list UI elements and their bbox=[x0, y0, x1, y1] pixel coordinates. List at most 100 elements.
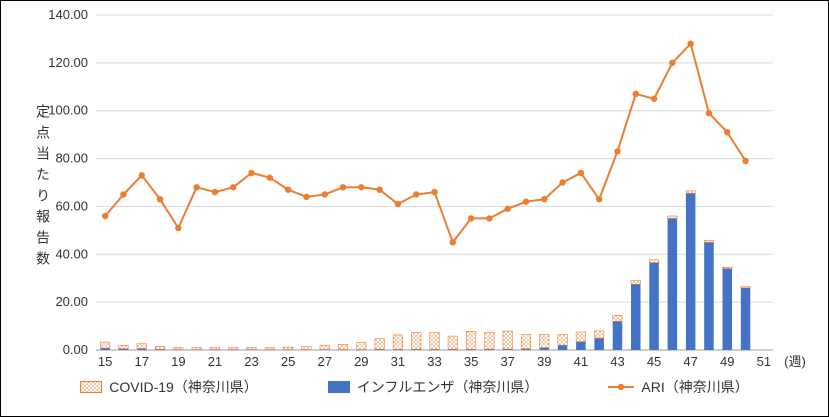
x-tick-label: 23 bbox=[244, 354, 258, 369]
covid-bar bbox=[264, 347, 275, 350]
influenza-bar bbox=[576, 341, 586, 350]
influenza-bar bbox=[557, 345, 568, 350]
ari-marker bbox=[724, 129, 731, 136]
ari-marker bbox=[449, 239, 456, 246]
covid-bar bbox=[539, 334, 550, 348]
influenza-bar bbox=[521, 348, 531, 350]
covid-bar bbox=[356, 342, 367, 350]
influenza-bar bbox=[429, 349, 440, 350]
ari-marker bbox=[211, 188, 219, 196]
ari-marker bbox=[486, 215, 493, 222]
covid-swatch-icon bbox=[80, 381, 103, 393]
y-axis-title: 定点当たり報告数 bbox=[35, 104, 51, 272]
covid-bar bbox=[392, 334, 403, 350]
ari-marker bbox=[138, 172, 145, 179]
influenza-bar bbox=[374, 349, 385, 350]
covid-bar bbox=[337, 343, 349, 350]
ari-marker bbox=[101, 212, 109, 220]
y-tick-label: 120.00 bbox=[48, 55, 88, 70]
y-tick-label: 140.00 bbox=[48, 7, 88, 22]
ari-line bbox=[104, 42, 747, 244]
covid-bar bbox=[100, 341, 111, 349]
ari-marker bbox=[175, 224, 182, 232]
influenza-bar bbox=[100, 348, 110, 350]
influenza-bar bbox=[631, 284, 641, 350]
covid-bar bbox=[429, 332, 440, 350]
influenza-bar bbox=[704, 242, 714, 350]
ari-marker bbox=[358, 184, 365, 191]
covid-bar bbox=[209, 347, 220, 350]
x-tick-label: 33 bbox=[427, 354, 441, 369]
covid-bar bbox=[319, 344, 330, 350]
ari-marker bbox=[650, 95, 658, 102]
ari-marker bbox=[522, 198, 530, 205]
x-tick-label: 45 bbox=[647, 354, 661, 369]
covid-bar bbox=[301, 346, 312, 350]
x-tick-label: 27 bbox=[317, 354, 331, 369]
covid-bar bbox=[447, 335, 458, 350]
influenza-bar bbox=[411, 349, 421, 350]
ari-marker bbox=[669, 59, 676, 67]
ari-marker bbox=[321, 191, 328, 198]
ari-marker bbox=[595, 196, 603, 203]
ari-marker bbox=[431, 188, 438, 196]
ari-marker bbox=[577, 169, 585, 177]
influenza-bar bbox=[539, 347, 550, 350]
x-tick-label: 15 bbox=[98, 354, 112, 369]
covid-bar bbox=[228, 347, 239, 350]
y-tick-label: 80.00 bbox=[55, 151, 88, 166]
x-tick-label: 41 bbox=[574, 354, 588, 369]
ari-marker bbox=[413, 191, 420, 198]
y-tick-label: 60.00 bbox=[55, 198, 88, 213]
influenza-bar bbox=[448, 349, 458, 350]
ari-marker bbox=[742, 157, 749, 165]
x-tick-label: 29 bbox=[354, 354, 368, 369]
covid-bar bbox=[520, 334, 532, 350]
covid-bar bbox=[191, 347, 202, 350]
x-tick-label: 21 bbox=[208, 354, 222, 369]
x-tick-label: 19 bbox=[171, 354, 185, 369]
legend-label-covid: COVID-19（神奈川県） bbox=[109, 379, 258, 395]
covid-bar bbox=[649, 259, 660, 263]
x-tick-label: 49 bbox=[720, 354, 734, 369]
ari-marker bbox=[376, 186, 383, 193]
covid-bar bbox=[630, 280, 641, 285]
x-tick-label: 25 bbox=[281, 354, 295, 369]
ari-marker bbox=[632, 90, 639, 98]
y-tick-label: 100.00 bbox=[48, 103, 88, 118]
influenza-bar bbox=[118, 348, 129, 350]
ari-marker bbox=[230, 184, 237, 191]
covid-bar bbox=[594, 330, 605, 339]
legend-label-influenza: インフルエンザ（神奈川県） bbox=[356, 379, 539, 395]
ari-marker bbox=[467, 215, 475, 222]
covid-bar bbox=[667, 215, 678, 219]
ari-marker bbox=[156, 196, 164, 203]
influenza-bar bbox=[612, 321, 623, 350]
ari-marker bbox=[339, 184, 347, 191]
influenza-swatch-icon bbox=[327, 381, 350, 393]
covid-bar bbox=[740, 286, 751, 289]
covid-bar bbox=[411, 332, 422, 350]
ari-marker bbox=[504, 205, 511, 213]
x-tick-label: 31 bbox=[391, 354, 405, 369]
influenza-bar bbox=[722, 268, 733, 350]
covid-bar bbox=[374, 338, 385, 350]
ari-marker bbox=[266, 174, 274, 181]
x-axis-unit-label: (週) bbox=[784, 354, 806, 369]
x-tick-label: 17 bbox=[135, 354, 149, 369]
influenza-bar bbox=[740, 287, 751, 350]
x-tick-label: 51 bbox=[757, 354, 771, 369]
legend-item-covid: COVID-19（神奈川県） bbox=[80, 377, 258, 397]
chart-legend: COVID-19（神奈川県） インフルエンザ（神奈川県） ARI（神奈川県） bbox=[1, 377, 828, 397]
covid-bar bbox=[722, 266, 733, 269]
influenza-bar bbox=[155, 349, 165, 350]
y-tick-label: 0.00 bbox=[63, 342, 88, 357]
ari-marker bbox=[705, 109, 713, 117]
x-tick-label: 35 bbox=[464, 354, 478, 369]
ari-marker bbox=[248, 169, 255, 177]
covid-bar bbox=[173, 347, 184, 350]
x-tick-label: 47 bbox=[683, 354, 697, 369]
covid-bar bbox=[118, 344, 129, 350]
x-tick-label: 43 bbox=[610, 354, 624, 369]
